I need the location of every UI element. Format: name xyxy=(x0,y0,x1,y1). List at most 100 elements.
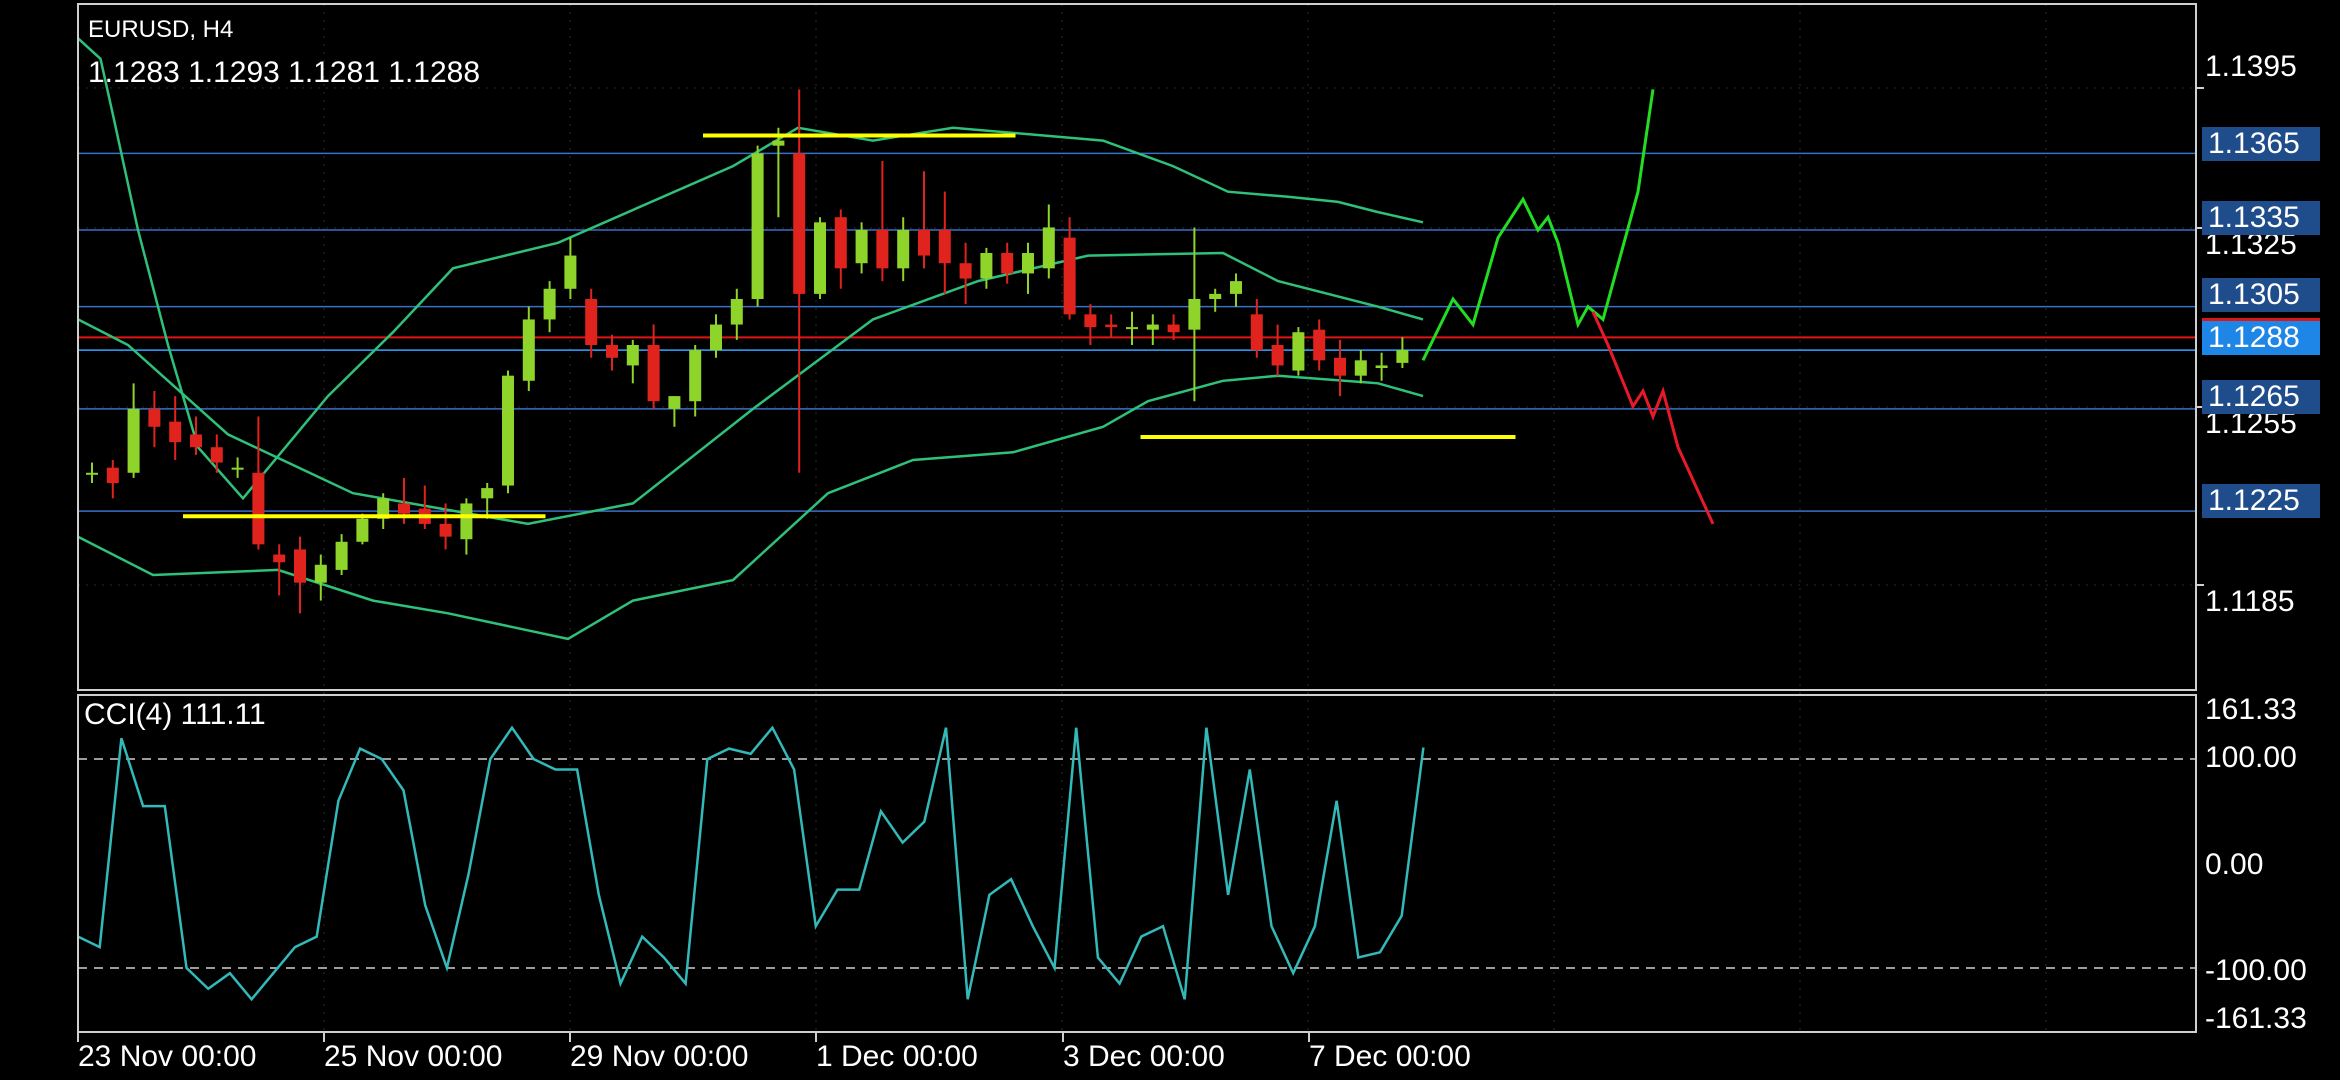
cci-tick: -161.33 xyxy=(2205,1002,2307,1035)
candle xyxy=(1271,324,1284,376)
candle xyxy=(1084,304,1097,345)
candle-body xyxy=(897,230,910,269)
candle-body xyxy=(834,217,847,269)
candle xyxy=(918,171,930,269)
time-tick: 23 Nov 00:00 xyxy=(78,1040,257,1073)
candle-body xyxy=(439,523,452,537)
time-tick: 1 Dec 00:00 xyxy=(816,1040,978,1073)
candle xyxy=(106,460,119,499)
candle-body xyxy=(1105,324,1118,328)
candle-body xyxy=(1146,324,1159,330)
projection-layer xyxy=(1421,89,1715,525)
candle-body xyxy=(1022,253,1034,274)
candle-body xyxy=(1292,332,1305,371)
candle xyxy=(1230,273,1242,307)
candle xyxy=(1209,288,1222,312)
candle-body xyxy=(1334,357,1346,376)
candle-body xyxy=(1375,365,1388,368)
candle xyxy=(793,89,806,473)
support-resistance-layer xyxy=(183,133,1516,519)
candle xyxy=(190,416,202,455)
bullish-projection-line xyxy=(1421,89,1655,361)
bollinger-bands-layer xyxy=(77,37,1424,641)
bollinger-lower-line xyxy=(77,374,1424,641)
time-tick: 25 Nov 00:00 xyxy=(324,1040,503,1073)
candle xyxy=(626,339,639,384)
candle xyxy=(210,434,223,473)
candle-body xyxy=(1209,293,1222,299)
candle-body xyxy=(1126,327,1138,330)
candle xyxy=(689,345,702,417)
candle xyxy=(772,127,785,218)
candle xyxy=(127,383,140,478)
candle-body xyxy=(751,153,764,299)
level-badge: 1.1265 xyxy=(2202,380,2320,414)
bollinger-middle-line xyxy=(77,251,1424,526)
candle xyxy=(1146,314,1159,345)
candle-body xyxy=(668,396,681,409)
candle-body xyxy=(876,230,889,269)
candle-body xyxy=(1063,237,1076,315)
candle xyxy=(938,191,951,294)
candle xyxy=(1334,339,1346,397)
candle xyxy=(1250,299,1263,358)
candle xyxy=(647,324,660,409)
candle xyxy=(876,161,889,282)
cci-indicator-label: CCI(4) 111.11 xyxy=(84,698,266,731)
candle-body xyxy=(252,472,265,545)
candle-body xyxy=(980,253,993,279)
candle xyxy=(169,396,182,460)
candle-body xyxy=(543,288,556,320)
candle-body xyxy=(1001,253,1014,274)
candle xyxy=(564,237,577,299)
candle-body xyxy=(938,230,951,264)
candle xyxy=(959,242,972,305)
candle-body xyxy=(647,345,660,402)
level-badge: 1.1225 xyxy=(2202,484,2320,518)
candle-body xyxy=(585,299,598,345)
candle xyxy=(377,493,390,529)
cci-tick: 0.00 xyxy=(2205,848,2264,881)
candle xyxy=(481,483,494,519)
candle-body xyxy=(1250,314,1263,351)
candle-body xyxy=(314,564,327,583)
candle xyxy=(1396,337,1409,368)
candle-body xyxy=(210,447,223,463)
candle xyxy=(314,554,327,601)
candle-body xyxy=(606,345,618,358)
ohlc-readout: 1.1283 1.1293 1.1281 1.1288 xyxy=(88,56,481,89)
candle xyxy=(1126,311,1138,345)
candle-body xyxy=(294,549,306,583)
candle xyxy=(294,536,306,614)
candle xyxy=(897,217,910,282)
candle-body xyxy=(814,222,826,294)
candle-body xyxy=(1271,345,1284,366)
candle xyxy=(710,314,722,358)
candle xyxy=(834,209,847,289)
cci-panel-frame xyxy=(77,694,2197,1033)
candle xyxy=(1167,314,1180,340)
candle xyxy=(439,503,452,550)
level-badge: 1.1305 xyxy=(2202,278,2320,312)
candle xyxy=(502,370,514,494)
symbol-label: EURUSD, H4 xyxy=(88,16,234,43)
candle xyxy=(1313,319,1326,371)
candle-body xyxy=(626,345,639,366)
candle xyxy=(814,217,826,299)
cci-line xyxy=(77,725,1425,1002)
candle-body xyxy=(356,518,369,542)
candle xyxy=(980,247,993,289)
cci-tick: 100.00 xyxy=(2205,741,2297,774)
price-levels-layer xyxy=(78,152,2196,512)
cci-tick: -100.00 xyxy=(2205,954,2307,987)
candle-body xyxy=(564,255,577,289)
price-tick: 1.1185 xyxy=(2205,585,2295,618)
candle xyxy=(356,513,369,545)
time-tick: 29 Nov 00:00 xyxy=(570,1040,749,1073)
candle xyxy=(751,145,764,307)
candle xyxy=(335,534,348,575)
candle xyxy=(668,396,681,427)
candle-body xyxy=(1354,360,1367,376)
bollinger-upper-line xyxy=(77,37,1424,501)
